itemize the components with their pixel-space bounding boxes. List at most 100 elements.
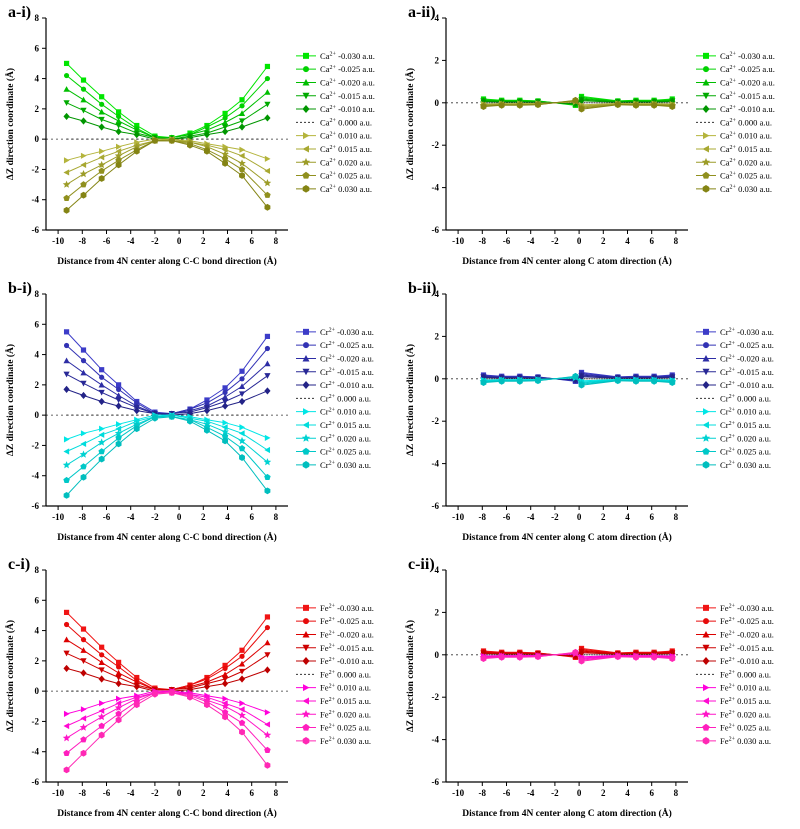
legend-label: Fe2+ 0.030 a.u.	[320, 736, 371, 746]
legend-label: Fe2+ 0.020 a.u.	[720, 709, 771, 719]
series-line	[483, 651, 673, 662]
y-tick-label: 4	[35, 626, 40, 636]
series-line	[66, 692, 268, 739]
data-point	[203, 701, 210, 709]
x-tick-label: -2	[551, 512, 559, 522]
legend-entry: Cr2+ 0.030 a.u.	[296, 460, 371, 470]
data-point	[264, 101, 271, 108]
y-tick-label: -4	[32, 195, 40, 205]
legend-entry: Ca2+ 0.020 a.u.	[696, 157, 772, 167]
data-point	[63, 636, 70, 643]
data-point	[238, 152, 245, 159]
x-tick-label: 0	[577, 236, 582, 246]
data-point	[264, 333, 271, 339]
legend-label: Cr2+ 0.010 a.u.	[720, 407, 771, 417]
x-tick-label: -6	[503, 236, 511, 246]
data-point	[498, 377, 505, 385]
data-point	[221, 679, 229, 688]
data-point	[264, 387, 271, 395]
legend-label: Cr2+ 0.030 a.u.	[320, 460, 371, 470]
series-line	[66, 639, 268, 691]
y-axis-label: ΔZ direction coordinate (Å)	[404, 620, 416, 732]
data-point	[239, 700, 246, 707]
legend-label: Cr2+ -0.030 a.u.	[320, 327, 374, 337]
series-line	[66, 414, 268, 440]
legend-label: Cr2+ -0.020 a.u.	[320, 353, 374, 363]
data-point	[669, 655, 676, 663]
data-point	[80, 658, 87, 664]
data-point	[115, 156, 122, 164]
series-line	[66, 373, 268, 415]
legend-label: Ca2+ -0.030 a.u.	[720, 51, 775, 61]
legend-label: Ca2+ -0.020 a.u.	[720, 77, 775, 87]
data-point	[498, 101, 505, 109]
data-point	[98, 154, 105, 161]
data-point	[63, 72, 70, 79]
data-point	[238, 668, 246, 675]
data-point	[63, 371, 70, 378]
y-axis-label: ΔZ direction coordinate (Å)	[404, 344, 416, 456]
data-point	[115, 117, 122, 124]
legend-label: Cr2+ -0.015 a.u.	[320, 367, 374, 377]
legend-label: Fe2+ -0.025 a.u.	[720, 616, 774, 626]
data-point	[134, 139, 140, 146]
data-point	[99, 367, 105, 373]
data-point	[151, 414, 158, 422]
data-point	[116, 695, 122, 702]
y-tick-label: 2	[435, 55, 440, 65]
legend-entry: Fe2+ 0.025 a.u.	[696, 723, 771, 733]
data-point	[63, 650, 70, 657]
y-axis-label: ΔZ direction coordinate (Å)	[4, 68, 16, 180]
legend-entry: Fe2+ -0.020 a.u.	[296, 629, 374, 639]
legend-label: Ca2+ 0.010 a.u.	[720, 131, 772, 141]
data-point	[572, 648, 579, 656]
legend-entry: Fe2+ -0.025 a.u.	[696, 616, 774, 626]
data-point	[116, 386, 122, 392]
legend-entry: Ca2+ -0.025 a.u.	[696, 64, 775, 74]
y-tick-label: 8	[35, 565, 40, 575]
x-tick-label: -8	[79, 512, 87, 522]
x-tick-label: 4	[225, 512, 230, 522]
data-point	[480, 379, 487, 387]
data-point	[264, 203, 271, 211]
legend-entry: Cr2+ 0.020 a.u.	[696, 433, 771, 443]
panel-c-i: c-i) -10 -8 -6 -4 -2 0 2 4 6 8 -6 -4 -2 0 2 4 6 8 Distance…	[0, 552, 400, 828]
panel-a-i: a-i) -10 -8 -6 -4 -2 0 2 4 6 8 -6 -4 -2 0 2 4 6 8 Distance…	[0, 0, 400, 276]
legend-entry: Ca2+ 0.010 a.u.	[296, 131, 372, 141]
data-point	[114, 703, 123, 712]
legend-label: Ca2+ -0.010 a.u.	[720, 104, 775, 114]
legend-entry: Ca2+ 0.030 a.u.	[696, 184, 772, 194]
data-point	[116, 113, 122, 120]
x-tick-label: 6	[649, 512, 654, 522]
y-tick-label: -4	[432, 735, 440, 745]
x-tick-label: -8	[479, 236, 487, 246]
y-axis-label: ΔZ direction coordinate (Å)	[404, 68, 416, 180]
x-tick-label: -4	[127, 512, 135, 522]
data-point	[669, 379, 676, 387]
data-point	[264, 652, 271, 658]
data-point	[203, 131, 211, 139]
series-line	[66, 612, 268, 691]
y-tick-label: 8	[35, 13, 40, 23]
legend-entry: Cr2+ 0.015 a.u.	[696, 420, 771, 430]
y-tick-label: 6	[35, 43, 40, 53]
data-point	[263, 458, 272, 466]
y-tick-label: -2	[432, 692, 440, 702]
y-tick-label: -6	[32, 777, 40, 787]
data-point	[221, 432, 229, 440]
series-line	[66, 692, 268, 754]
data-point	[222, 419, 229, 426]
x-tick-label: 2	[601, 512, 606, 522]
legend-label: Fe2+ 0.025 a.u.	[320, 723, 371, 733]
data-point	[80, 369, 87, 376]
x-axis-label: Distance from 4N center along C atom dir…	[462, 807, 672, 819]
data-point	[264, 487, 271, 495]
data-point	[115, 669, 122, 676]
legend-entry: Cr2+ 0.030 a.u.	[696, 460, 771, 470]
data-point	[264, 360, 271, 367]
data-point	[238, 436, 246, 445]
panel-c-ii: c-ii) -10 -8 -6 -4 -2 0 2 4 6 8 -6 -4 -2 0 2 4 Distance …	[400, 552, 800, 828]
y-tick-label: -4	[432, 459, 440, 469]
x-tick-label: -8	[479, 788, 487, 798]
data-point	[63, 722, 70, 730]
